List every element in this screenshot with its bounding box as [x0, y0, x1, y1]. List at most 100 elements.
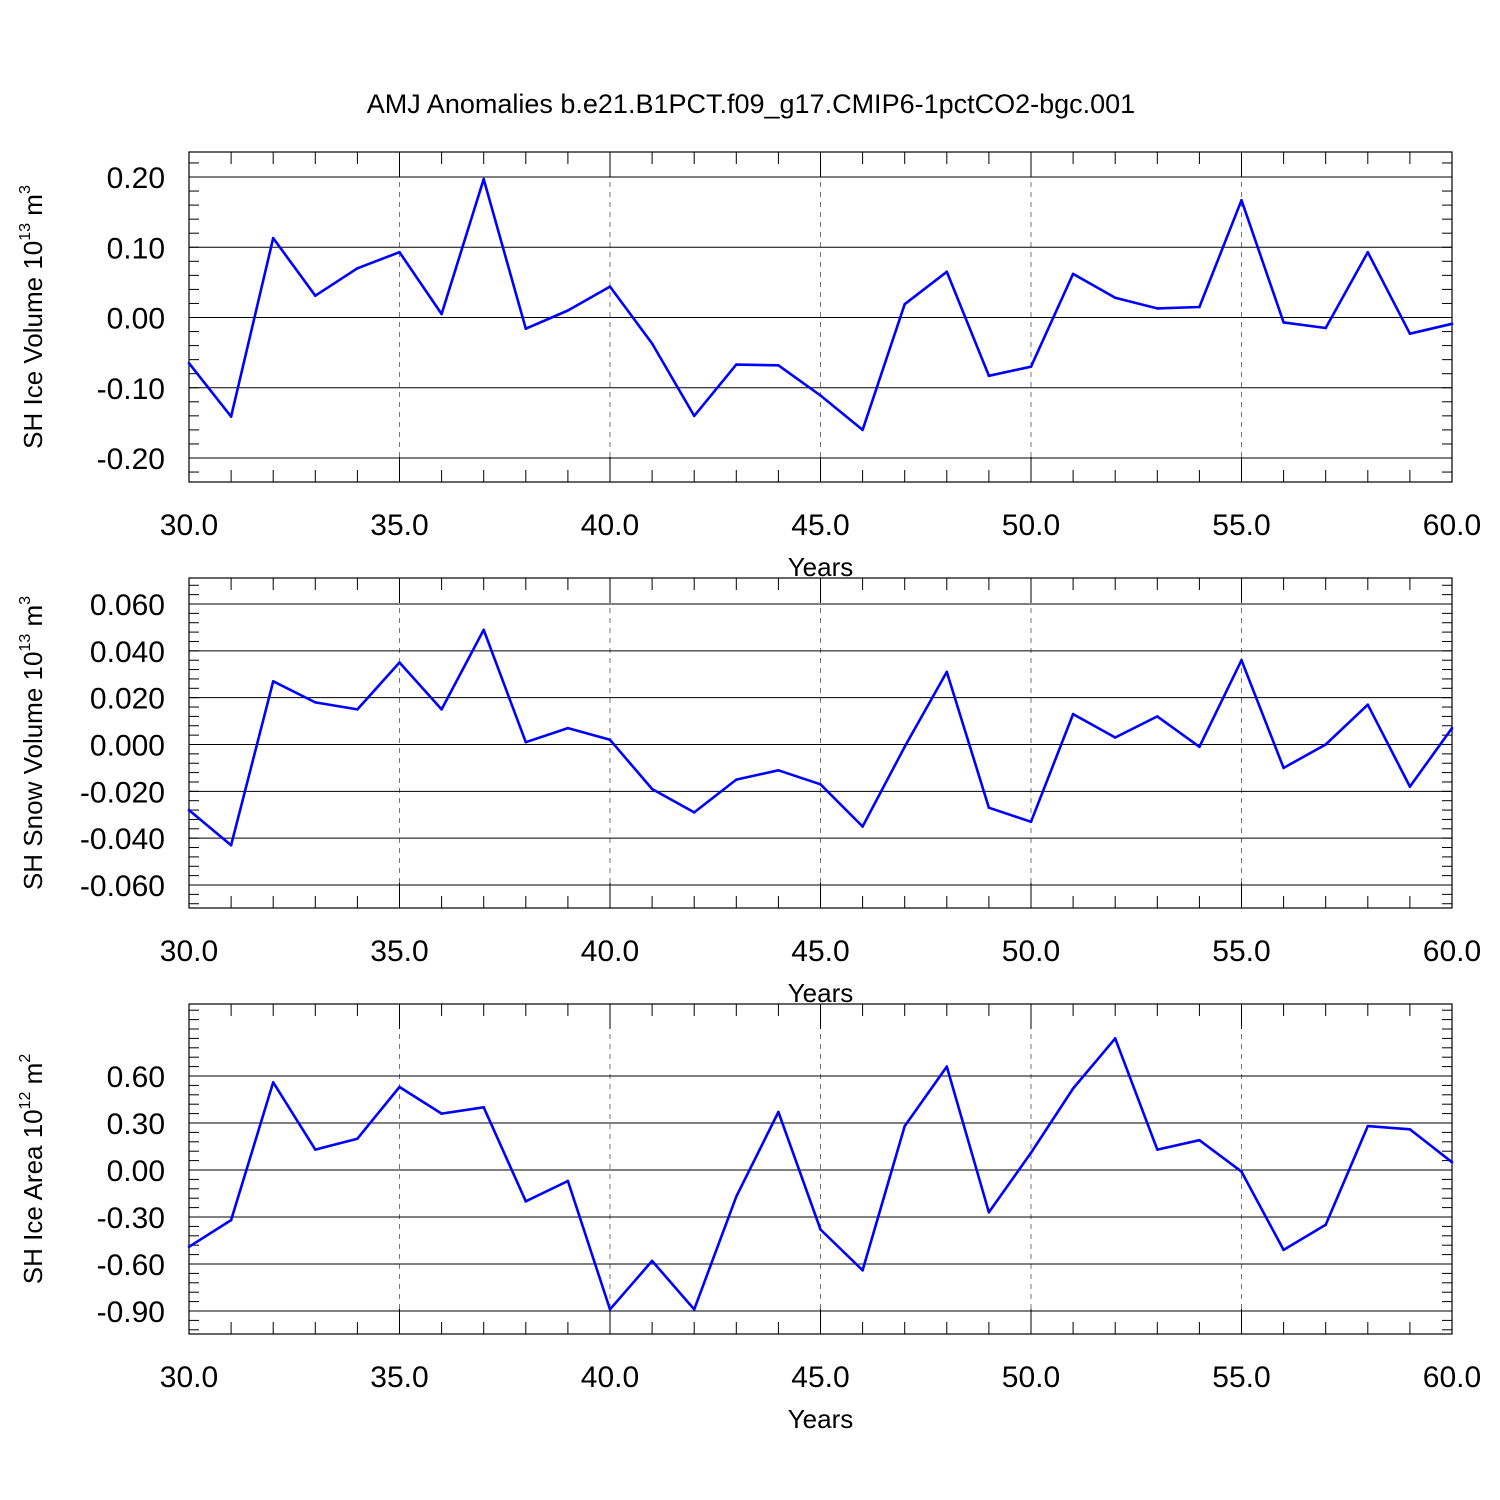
data-point — [1366, 703, 1370, 706]
data-point — [229, 415, 233, 418]
data-point — [398, 661, 401, 664]
x-tick-label: 55.0 — [1212, 509, 1270, 542]
data-point — [187, 808, 191, 812]
x-tick-label: 30.0 — [160, 935, 218, 968]
data-point — [987, 374, 991, 378]
y-tick-label: -0.060 — [80, 870, 165, 903]
data-point — [1156, 1148, 1159, 1151]
data-point — [735, 778, 738, 781]
data-point — [566, 1179, 570, 1183]
data-point — [1113, 296, 1117, 300]
x-tick-label: 50.0 — [1002, 509, 1060, 542]
data-point — [524, 327, 528, 331]
data-point — [314, 294, 317, 298]
data-point — [650, 1259, 654, 1263]
data-point — [482, 628, 486, 632]
data-point — [1324, 743, 1327, 746]
data-point — [440, 708, 443, 711]
data-point — [903, 302, 906, 306]
data-point — [1113, 736, 1117, 739]
data-point — [735, 363, 738, 366]
x-tick-label: 40.0 — [581, 935, 639, 968]
data-point — [1029, 820, 1033, 824]
data-point — [1408, 785, 1412, 788]
y-axis-title-main: SH Ice Volume 10 — [18, 241, 48, 449]
data-point — [692, 414, 696, 418]
y-tick-label: 0.20 — [107, 162, 165, 195]
data-point — [819, 783, 822, 786]
data-point — [1198, 305, 1201, 309]
data-point — [650, 342, 654, 345]
y-tick-label: 0.000 — [90, 730, 165, 763]
x-tick-label: 60.0 — [1423, 935, 1481, 968]
data-point — [229, 1218, 233, 1222]
data-point — [187, 1245, 191, 1249]
data-point — [229, 843, 233, 847]
data-point — [1366, 250, 1370, 254]
data-point — [1450, 322, 1454, 326]
y-tick-label: 0.60 — [107, 1061, 165, 1094]
data-point — [356, 1137, 359, 1140]
data-point — [1408, 1127, 1412, 1131]
data-point — [903, 745, 906, 749]
y-tick-label: -0.10 — [97, 373, 165, 406]
y-axis-title-exponent: 12 — [17, 1091, 34, 1109]
data-point — [187, 361, 191, 365]
y-tick-label: 0.00 — [107, 1155, 165, 1188]
y-tick-label: 0.040 — [90, 636, 165, 669]
data-point — [861, 1268, 864, 1272]
data-point — [692, 1308, 696, 1311]
data-point — [566, 309, 570, 312]
data-point — [1198, 745, 1201, 749]
x-tick-label: 30.0 — [160, 1361, 218, 1394]
data-point — [1408, 332, 1412, 335]
data-point — [271, 679, 275, 683]
data-point — [1071, 712, 1075, 716]
data-point — [271, 236, 275, 240]
y-axis-title-exponent: 13 — [17, 223, 34, 241]
y-axis-title-unit: m — [18, 605, 48, 634]
data-point — [735, 1195, 738, 1198]
data-point — [440, 1112, 443, 1115]
data-point — [271, 1080, 275, 1084]
data-point — [777, 1110, 780, 1114]
data-point — [903, 1124, 906, 1128]
x-tick-label: 50.0 — [1002, 935, 1060, 968]
data-point — [1113, 1037, 1117, 1040]
x-axis-title: Years — [788, 978, 854, 1008]
data-point — [524, 740, 528, 744]
x-tick-label: 60.0 — [1423, 509, 1481, 542]
data-point — [1240, 1170, 1243, 1173]
data-point — [482, 1106, 486, 1109]
y-tick-label: 0.10 — [107, 232, 165, 265]
data-point — [1029, 365, 1033, 368]
y-tick-label: -0.020 — [80, 776, 165, 809]
figure-title: AMJ Anomalies b.e21.B1PCT.f09_g17.CMIP6-… — [367, 89, 1135, 119]
data-point — [1282, 1248, 1285, 1252]
data-point — [1450, 1160, 1454, 1164]
data-point — [1282, 766, 1285, 770]
y-axis-title: SH Snow Volume 1013 m3 — [17, 596, 48, 890]
data-point — [1366, 1124, 1370, 1128]
data-point — [777, 768, 780, 772]
data-point — [524, 1200, 528, 1203]
data-point — [608, 738, 612, 742]
data-point — [1071, 272, 1075, 276]
data-point — [608, 1308, 612, 1311]
y-axis-title-unit-exponent: 3 — [17, 596, 34, 605]
data-point — [650, 787, 654, 791]
x-tick-label: 45.0 — [791, 509, 849, 542]
data-point — [566, 726, 570, 730]
data-point — [987, 1211, 991, 1214]
data-point — [861, 825, 864, 828]
panel-3: -0.90 -0.60 -0.30 0.00 0.30 0.60 30.0 35.0 40.0 4… — [17, 1003, 1481, 1434]
data-point — [777, 363, 780, 367]
data-point — [1282, 321, 1285, 324]
data-point — [314, 701, 317, 704]
x-axis-title: Years — [788, 552, 854, 582]
panel-2: -0.060 -0.040 -0.020 0.000 0.020 0.040 0.060 30… — [17, 577, 1481, 1008]
x-tick-label: 35.0 — [370, 509, 428, 542]
panel-1: -0.20 -0.10 0.00 0.10 0.20 30.0 35.0 40.0 45.0 50… — [17, 151, 1481, 582]
data-point — [1240, 658, 1243, 662]
